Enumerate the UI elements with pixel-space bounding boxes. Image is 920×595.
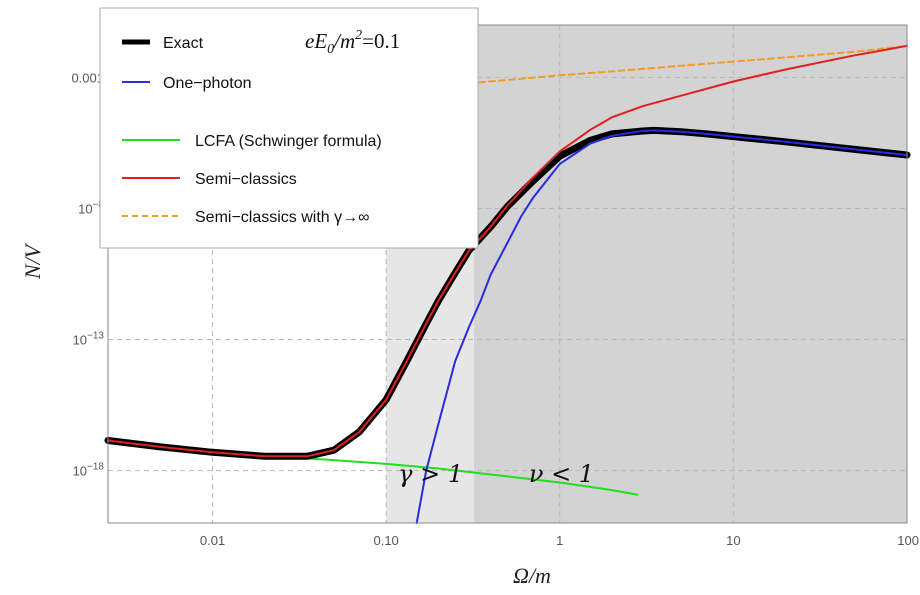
param-suffix: =0.1 <box>362 29 400 53</box>
y-axis-label: N/V <box>20 242 45 280</box>
x-tick-label: 10 <box>726 533 740 548</box>
legend-box <box>99 7 479 249</box>
param-sub: 0 <box>327 42 334 57</box>
y-tick-label: 0.001 <box>71 70 104 85</box>
x-tick-label: 1 <box>556 533 563 548</box>
param-prefix: eE <box>305 29 327 53</box>
legend-label-0: Exact <box>163 35 204 52</box>
region-labels: γ > 1 ν < 1 <box>398 460 594 488</box>
legend: Exact One−photon LCFA (Schwinger formula) S… <box>99 7 479 249</box>
x-tick-label: 0.01 <box>200 533 225 548</box>
y-tick-label: 10−13 <box>73 331 105 348</box>
region-label-1: ν < 1 <box>529 460 594 488</box>
series-lines <box>104 44 911 524</box>
y-tick-label: 10−8 <box>78 199 104 216</box>
legend-label-4: Semi−classics with γ→∞ <box>195 209 370 226</box>
legend-label-1: One−photon <box>163 75 252 92</box>
region-label-0: γ > 1 <box>398 460 463 488</box>
shaded-region-1 <box>473 25 907 523</box>
x-tick-label: 100 <box>897 533 919 548</box>
y-tick-label: 10−18 <box>73 462 105 479</box>
plot-border <box>107 24 908 524</box>
series-line-1 <box>415 129 908 524</box>
tick-labels: 0.01 0.10 1 10 100 10−18 10−13 10−8 0.001 <box>71 70 919 548</box>
x-axis-label: Ω/m <box>513 563 551 588</box>
param-mid: /m <box>333 29 355 53</box>
series-line-3 <box>107 44 908 458</box>
legend-items: Exact One−photon LCFA (Schwinger formula) S… <box>122 35 382 226</box>
x-tick-label: 0.10 <box>373 533 398 548</box>
legend-label-2: LCFA (Schwinger formula) <box>195 133 382 150</box>
legend-parameter: eE0/m2=0.1 <box>305 28 400 57</box>
param-sup: 2 <box>355 28 362 43</box>
legend-label-3: Semi−classics <box>195 171 297 188</box>
series-line-4 <box>468 44 908 85</box>
